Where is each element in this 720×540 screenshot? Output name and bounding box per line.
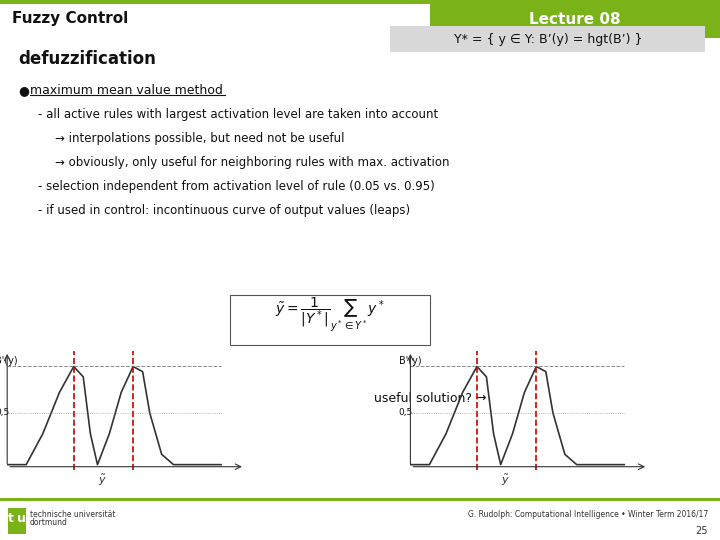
Bar bbox=[0, 498, 720, 540]
Bar bbox=[0, 0, 720, 4]
Text: $\tilde{y} = \dfrac{1}{|Y^*|} \sum_{y^* \in Y^*} y^*$: $\tilde{y} = \dfrac{1}{|Y^*|} \sum_{y^* … bbox=[275, 295, 385, 333]
Bar bbox=[0, 498, 720, 501]
Text: - selection independent from activation level of rule (0.05 vs. 0.95): - selection independent from activation … bbox=[38, 180, 435, 193]
Text: → interpolations possible, but need not be useful: → interpolations possible, but need not … bbox=[55, 132, 344, 145]
Text: 0,5: 0,5 bbox=[0, 408, 9, 417]
Text: Lecture 08: Lecture 08 bbox=[529, 11, 621, 26]
Bar bbox=[230, 295, 430, 345]
Bar bbox=[8, 508, 26, 534]
Text: useful solution? →: useful solution? → bbox=[374, 392, 486, 404]
Text: B'(y): B'(y) bbox=[399, 356, 421, 366]
Bar bbox=[430, 0, 720, 38]
Text: B'(y): B'(y) bbox=[0, 356, 18, 366]
Bar bbox=[390, 26, 705, 52]
Text: 0,5: 0,5 bbox=[399, 408, 413, 417]
Text: technische universität: technische universität bbox=[30, 510, 115, 519]
Text: Y* = { y ∈ Y: B’(y) = hgt(B’) }: Y* = { y ∈ Y: B’(y) = hgt(B’) } bbox=[454, 32, 642, 45]
Text: u: u bbox=[17, 512, 26, 525]
Text: dortmund: dortmund bbox=[30, 518, 68, 527]
Text: $\tilde{y}$: $\tilde{y}$ bbox=[98, 473, 107, 488]
Text: defuzzification: defuzzification bbox=[18, 50, 156, 68]
Text: G. Rudolph: Computational Intelligence • Winter Term 2016/17: G. Rudolph: Computational Intelligence •… bbox=[468, 510, 708, 519]
Text: 25: 25 bbox=[696, 526, 708, 536]
Text: t: t bbox=[8, 512, 14, 525]
Text: Fuzzy Control: Fuzzy Control bbox=[12, 11, 128, 26]
Text: - if used in control: incontinuous curve of output values (leaps): - if used in control: incontinuous curve… bbox=[38, 204, 410, 217]
Text: ●: ● bbox=[18, 84, 29, 97]
Text: maximum mean value method: maximum mean value method bbox=[30, 84, 223, 97]
Text: → obviously, only useful for neighboring rules with max. activation: → obviously, only useful for neighboring… bbox=[55, 156, 449, 169]
Bar bbox=[0, 0, 720, 38]
Text: - all active rules with largest activation level are taken into account: - all active rules with largest activati… bbox=[38, 108, 438, 121]
Text: $\tilde{y}$: $\tilde{y}$ bbox=[501, 473, 510, 488]
